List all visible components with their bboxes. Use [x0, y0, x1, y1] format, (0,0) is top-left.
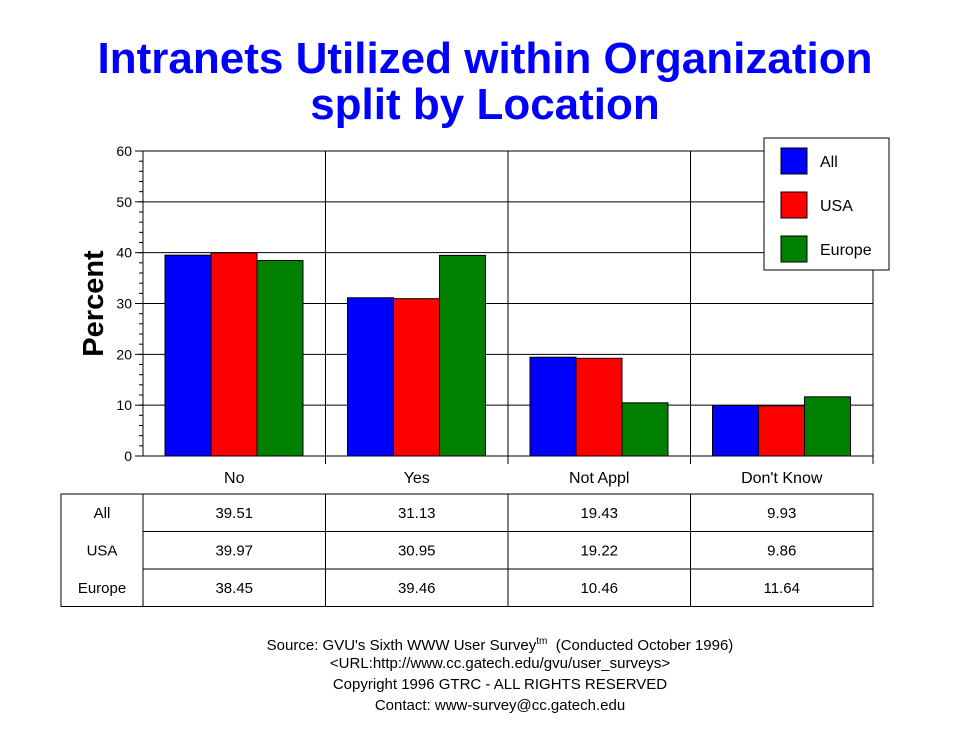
bar — [347, 297, 394, 457]
y-tick-label: 40 — [116, 245, 132, 261]
table-cell: 19.43 — [580, 505, 618, 522]
footer-source-tm: tm — [536, 636, 548, 647]
table-row-label: USA — [87, 542, 118, 559]
y-axis-label: Percent — [78, 250, 110, 357]
footer-source: Source: GVU's Sixth WWW User Surveytm (C… — [0, 636, 970, 654]
legend-label: USA — [820, 198, 853, 215]
y-tick-label: 20 — [116, 346, 132, 362]
bar — [439, 254, 486, 457]
bar — [758, 405, 805, 457]
table-cell: 9.93 — [767, 505, 796, 522]
footer-url: <URL:http://www.cc.gatech.edu/gvu/user_s… — [329, 655, 671, 672]
bar — [164, 254, 212, 457]
bar — [529, 356, 577, 457]
table-row-label: All — [94, 505, 111, 522]
bar — [210, 252, 258, 457]
table-cell: 9.86 — [767, 542, 796, 559]
table-cell: 31.13 — [398, 505, 436, 522]
y-tick-label: 10 — [116, 397, 132, 413]
data-table — [60, 493, 874, 607]
chart-subtitle: split by Location — [310, 80, 660, 129]
footer-contact: Contact: www-survey@cc.gatech.edu — [374, 697, 626, 714]
table-cell: 11.64 — [764, 580, 800, 597]
table-cell: 39.46 — [398, 580, 436, 597]
bar — [575, 357, 623, 457]
bar — [393, 298, 440, 457]
x-tick-label: Not Appl — [569, 470, 629, 487]
y-tick-label: 30 — [116, 296, 132, 312]
x-tick-label: No — [224, 470, 245, 487]
legend-label: All — [820, 154, 838, 171]
table-cell: 39.97 — [215, 542, 253, 559]
bar — [621, 402, 669, 457]
table-cell: 30.95 — [398, 542, 436, 559]
legend-swatch — [780, 191, 808, 219]
bar — [256, 260, 304, 457]
legend-label: Europe — [820, 242, 872, 259]
table-cell: 10.46 — [580, 580, 618, 597]
chart-title: Intranets Utilized within Organization — [97, 34, 873, 83]
legend-swatch — [780, 235, 808, 263]
y-tick-label: 60 — [116, 143, 132, 159]
bar — [804, 396, 851, 457]
bar — [712, 405, 759, 457]
table-cell: 19.22 — [580, 542, 618, 559]
y-tick-label: 50 — [116, 194, 132, 210]
footer-source-text: Source: GVU's Sixth WWW User Survey — [266, 637, 537, 654]
table-cell: 39.51 — [215, 505, 253, 522]
x-tick-label: Don't Know — [741, 470, 823, 487]
table-row-label: Europe — [78, 580, 126, 597]
x-tick-label: Yes — [404, 470, 430, 487]
legend-swatch — [780, 147, 808, 175]
footer-source-conducted: (Conducted October 1996) — [547, 637, 734, 654]
table-cell: 38.45 — [215, 580, 253, 597]
footer-copyright: Copyright 1996 GTRC - ALL RIGHTS RESERVE… — [332, 676, 668, 693]
y-tick-label: 0 — [124, 448, 132, 464]
